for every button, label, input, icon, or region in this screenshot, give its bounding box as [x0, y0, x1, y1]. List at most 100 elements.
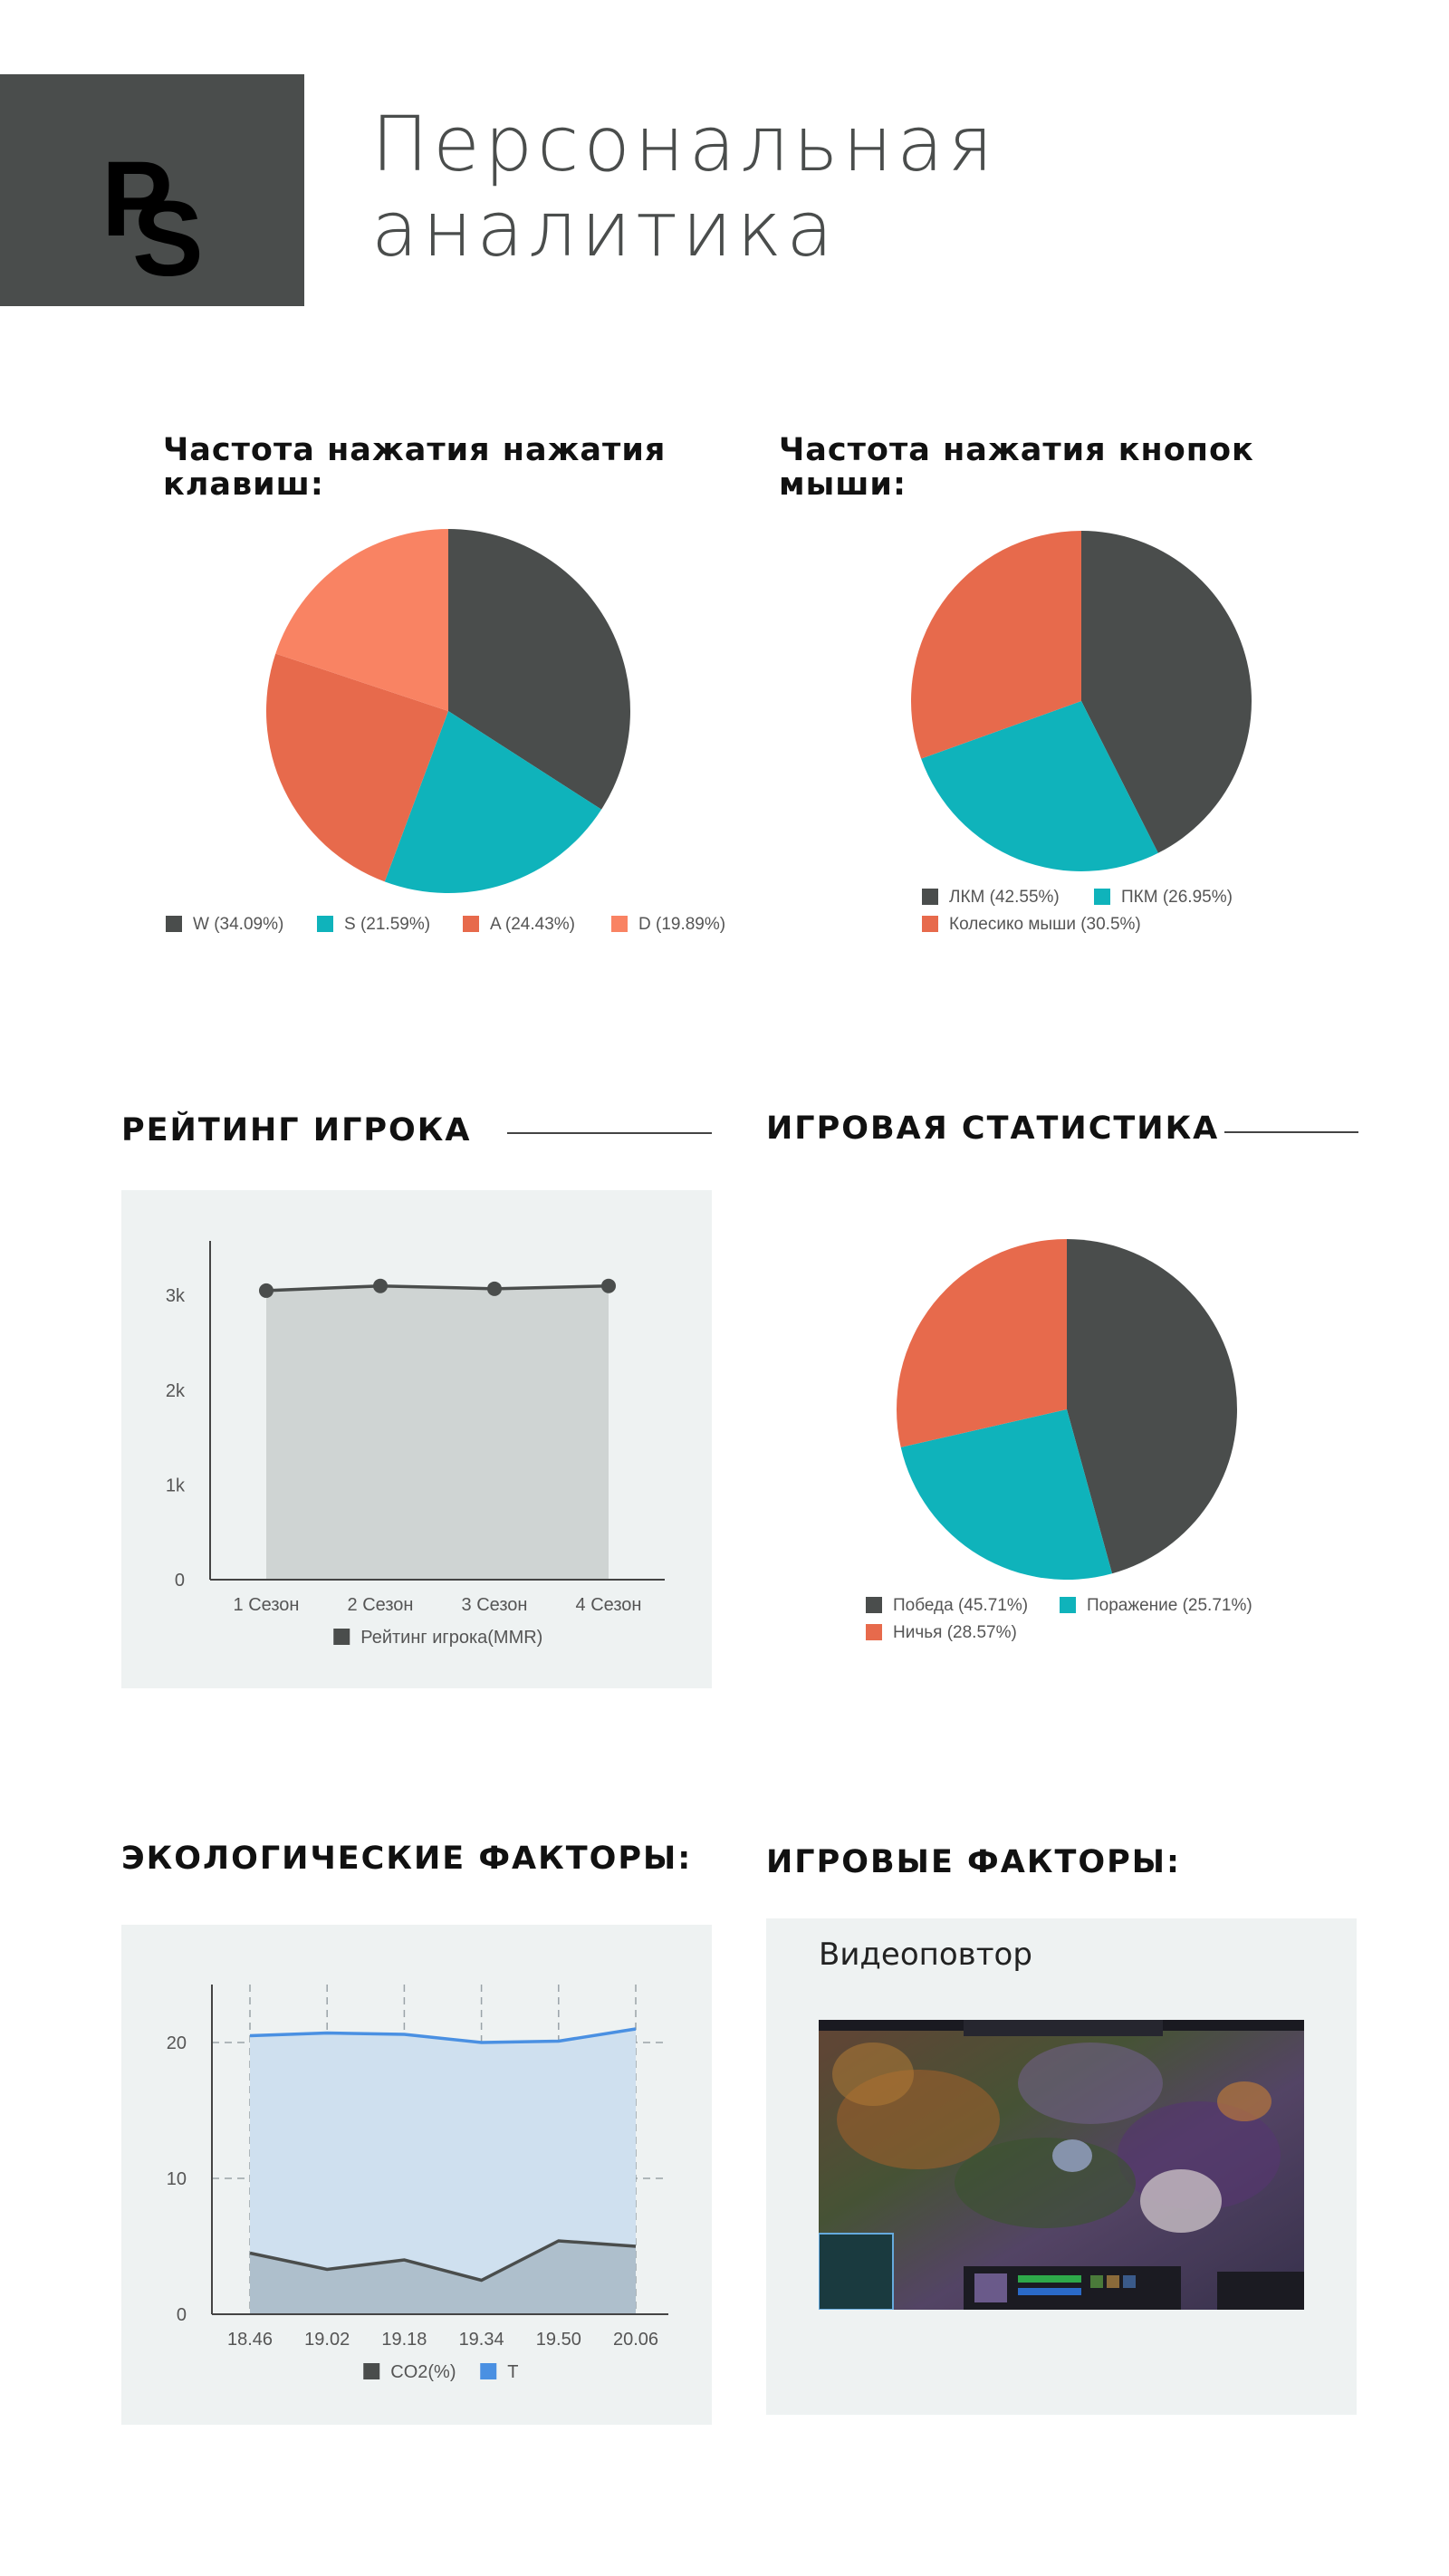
rating-y-tick-1: 1k [166, 1475, 186, 1495]
rating-point-0-1[interactable] [373, 1278, 388, 1293]
eco-legend-label-0[interactable]: CO2(%) [390, 2362, 456, 2382]
game-slice-2 [897, 1239, 1067, 1447]
rating-x-tick-0: 1 Сезон [234, 1595, 300, 1615]
rating-point-0-2[interactable] [487, 1281, 502, 1296]
rating-x-tick-3: 4 Сезон [576, 1595, 642, 1615]
ps-logo-mark: P S [101, 139, 204, 299]
eco-area-chart: 0 10 20 18.46 19.02 19.18 19.34 19.50 20.06 CO2(%… [167, 1985, 668, 2382]
keys-legend-item-3[interactable]: D (19.89%) [611, 915, 725, 935]
rating-legend-swatch-0 [333, 1629, 350, 1645]
eco-x-tick-1: 19.02 [304, 2330, 350, 2350]
keys-slice-3 [275, 529, 448, 711]
eco-series-1-area [250, 2029, 636, 2314]
mouse-chart-title-line1: Частота нажатия кнопок [779, 432, 1254, 468]
logo-letter-p: P [101, 139, 173, 259]
keys-legend-swatch-2 [463, 916, 479, 932]
mouse-legend-label-0: ЛКМ (42.55%) [949, 888, 1060, 907]
mouse-chart-title-line2: мыши: [779, 466, 907, 503]
game-legend-item-2[interactable]: Ничья (28.57%) [866, 1623, 1017, 1643]
keys-slice-2 [266, 653, 448, 882]
eco-factors-heading: ЭКОЛОГИЧЕСКИЕ ФАКТОРЫ: [121, 1841, 693, 1877]
game-legend-swatch-1 [1060, 1597, 1076, 1613]
mouse-legend-item-2[interactable]: Колесико мыши (30.5%) [922, 915, 1141, 935]
eco-x-tick-5: 20.06 [613, 2330, 658, 2350]
page-title-line1: Персональная [371, 100, 998, 188]
mouse-legend-swatch-2 [922, 916, 938, 932]
page-title-line2: аналитика [371, 185, 838, 274]
keys-legend-item-0[interactable]: W (34.09%) [166, 915, 283, 935]
eco-y-tick-1: 10 [167, 2169, 187, 2189]
mouse-slice-1 [921, 701, 1158, 871]
game-stats-legend: Победа (45.71%) Поражение (25.71%) Ничья (… [866, 1596, 1373, 1659]
mouse-legend-item-0[interactable]: ЛКМ (42.55%) [922, 888, 1060, 908]
eco-x-tick-0: 18.46 [227, 2330, 273, 2350]
rating-point-0-3[interactable] [601, 1278, 616, 1293]
rating-y-tick-2: 2k [166, 1381, 186, 1401]
game-legend-item-1[interactable]: Поражение (25.71%) [1060, 1596, 1252, 1616]
eco-x-tick-4: 19.50 [536, 2330, 581, 2350]
eco-legend-label-1[interactable]: T [507, 2362, 518, 2382]
player-rating-heading: РЕЙТИНГ ИГРОКА [121, 1112, 472, 1149]
game-slice-1 [900, 1409, 1113, 1580]
keys-legend-item-1[interactable]: S (21.59%) [317, 915, 430, 935]
mouse-slice-2 [911, 531, 1081, 759]
eco-x-tick-3: 19.34 [459, 2330, 504, 2350]
eco-legend-swatch-1 [480, 2363, 497, 2379]
rating-point-0-0[interactable] [259, 1283, 273, 1298]
eco-series-0-area [250, 2241, 636, 2314]
game-factors-heading: ИГРОВЫЕ ФАКТОРЫ: [766, 1844, 1181, 1880]
rating-legend-label-0[interactable]: Рейтинг игрока(MMR) [360, 1628, 542, 1648]
game-replay-thumbnail-icon [818, 2020, 1304, 2311]
logo: P S [0, 74, 304, 306]
rating-series-0-line [265, 1283, 609, 1293]
keys-chart-title: Частота нажатия нажатия клавиш: [163, 433, 706, 502]
keys-legend-item-2[interactable]: A (24.43%) [463, 915, 575, 935]
eco-series-0-line [249, 2239, 637, 2283]
rating-x-tick-1: 2 Сезон [348, 1595, 414, 1615]
player-rating-divider [507, 1132, 712, 1134]
game-legend-swatch-2 [866, 1624, 882, 1640]
mouse-pie-chart [911, 531, 1252, 871]
keys-legend-label-0: W (34.09%) [193, 915, 284, 934]
eco-legend-swatch-0 [363, 2363, 380, 2379]
video-replay-thumbnail[interactable] [818, 2020, 1304, 2311]
eco-x-tick-2: 19.18 [381, 2330, 427, 2350]
mouse-legend-label-1: ПКМ (26.95%) [1121, 888, 1233, 907]
eco-y-tick-2: 20 [167, 2033, 187, 2053]
eco-y-tick-0: 0 [177, 2305, 187, 2325]
mouse-slice-0 [1081, 531, 1252, 853]
game-legend-label-2: Ничья (28.57%) [893, 1623, 1017, 1642]
keys-legend-label-3: D (19.89%) [638, 915, 726, 934]
keys-chart-legend: W (34.09%) S (21.59%) A (24.43%) D (19.89%) [166, 915, 754, 951]
mouse-legend-swatch-1 [1094, 889, 1110, 905]
rating-y-tick-0: 0 [175, 1571, 185, 1591]
game-legend-swatch-0 [866, 1597, 882, 1613]
mouse-legend-item-1[interactable]: ПКМ (26.95%) [1094, 888, 1233, 908]
keys-legend-label-2: A (24.43%) [490, 915, 575, 934]
game-stats-heading: ИГРОВАЯ СТАТИСТИКА [766, 1110, 1220, 1147]
keys-legend-swatch-1 [317, 916, 333, 932]
mouse-legend-swatch-0 [922, 889, 938, 905]
rating-series-0-area [266, 1285, 609, 1580]
page-title: Персональная аналитика [371, 101, 1367, 272]
game-stats-pie-chart [897, 1239, 1237, 1580]
game-slice-0 [1067, 1239, 1237, 1574]
keys-chart-title-line1: Частота нажатия нажатия [163, 432, 667, 468]
keys-chart-title-line2: клавиш: [163, 466, 324, 503]
rating-area-chart: 0 1k 2k 3k 1 Сезон 2 Сезон 3 Сезон 4 Сезон Рейти… [166, 1241, 665, 1648]
logo-letter-s: S [132, 179, 204, 299]
keys-slice-1 [384, 711, 602, 893]
keys-pie-chart [266, 529, 630, 893]
rating-x-tick-2: 3 Сезон [462, 1595, 528, 1615]
eco-series-1-line [249, 2027, 637, 2044]
keys-legend-label-1: S (21.59%) [344, 915, 431, 934]
mouse-legend-label-2: Колесико мыши (30.5%) [949, 915, 1141, 934]
mouse-chart-legend: ЛКМ (42.55%) ПКМ (26.95%) Колесико мыши (3… [922, 888, 1393, 951]
game-stats-divider [1224, 1131, 1358, 1133]
game-legend-item-0[interactable]: Победа (45.71%) [866, 1596, 1028, 1616]
video-replay-label: Видеоповтор [819, 1937, 1032, 1973]
keys-legend-swatch-3 [611, 916, 628, 932]
mouse-chart-title: Частота нажатия кнопок мыши: [779, 433, 1340, 502]
keys-legend-swatch-0 [166, 916, 182, 932]
game-legend-label-1: Поражение (25.71%) [1087, 1596, 1252, 1615]
